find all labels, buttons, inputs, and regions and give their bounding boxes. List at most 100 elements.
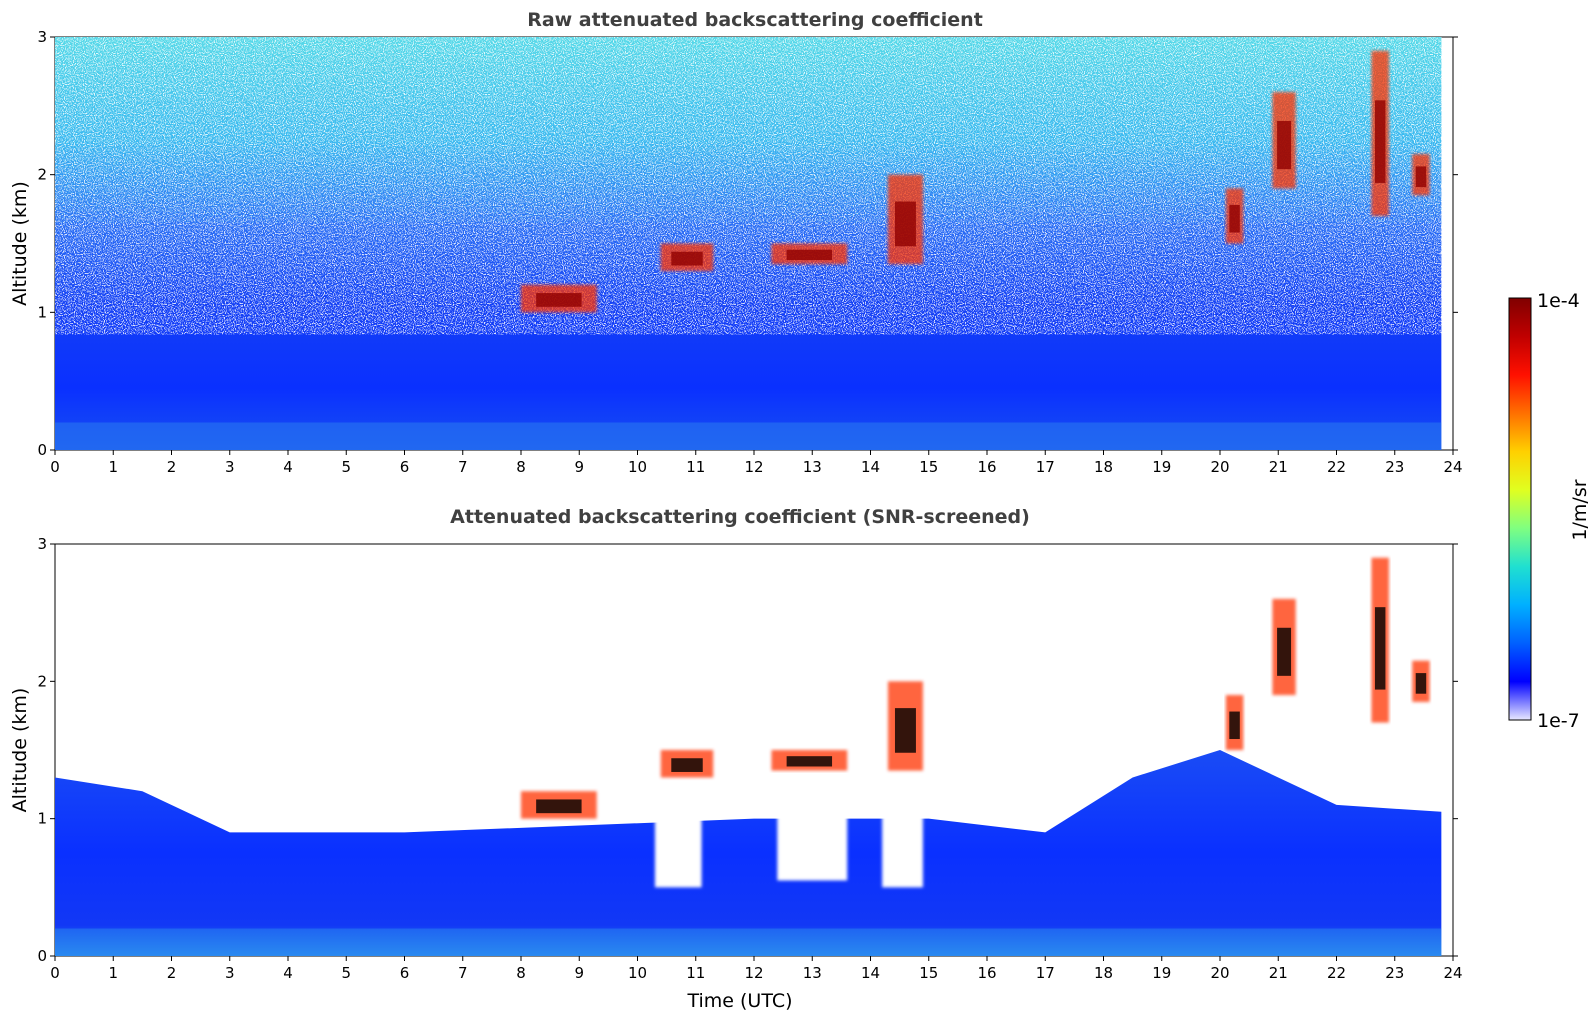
cloud-feature: [1272, 92, 1296, 189]
y-ticks-raw: 0 1 2 3: [37, 28, 1458, 459]
y-tick-label: 0: [37, 441, 47, 459]
cloud-feature: [887, 681, 923, 771]
y-tick-label: 0: [37, 947, 47, 965]
x-ticks-screened: 0 1 2 3 4 5 6 7 8 9 10 11 12 13 14 15 16 17 18 19 20 21 22 23 24: [50, 956, 1463, 982]
screened-gap: [654, 777, 702, 888]
cloud-feature: [1371, 557, 1389, 723]
colorbar-unit-label: 1/m/sr: [1569, 479, 1591, 540]
cloud-feature: [1272, 598, 1296, 696]
screened-backscatter-panel: Attenuated backscattering coefficient (S…: [9, 506, 1463, 1012]
y-tick-label: 1: [37, 303, 47, 321]
cloud-feature: [887, 174, 923, 265]
boundary-layer-region: [55, 750, 1442, 956]
x-tick-label: 4: [283, 458, 293, 476]
x-tick-label: 19: [1152, 964, 1171, 982]
x-tick-label: 19: [1152, 458, 1171, 476]
cloud-feature: [660, 750, 714, 778]
x-tick-label: 5: [341, 458, 351, 476]
x-tick-label: 17: [1036, 964, 1055, 982]
cloud-feature: [1412, 154, 1430, 196]
x-tick-label: 17: [1036, 458, 1055, 476]
cloud-feature: [771, 750, 848, 771]
x-tick-label: 11: [686, 964, 705, 982]
y-axis-label-screened: Altitude (km): [9, 688, 31, 813]
cloud-feature: [521, 284, 597, 313]
raw-backscatter-panel: Raw attenuated backscattering coefficien…: [9, 9, 1463, 476]
y-tick-label: 3: [37, 535, 47, 553]
x-tick-label: 16: [977, 458, 996, 476]
x-tick-label: 15: [919, 458, 938, 476]
x-tick-label: 20: [1210, 964, 1229, 982]
cloud-feature: [1225, 695, 1244, 750]
cloud-feature: [521, 791, 597, 819]
x-tick-label: 14: [861, 458, 880, 476]
y-tick-label: 1: [37, 810, 47, 828]
x-tick-label: 24: [1443, 964, 1462, 982]
x-tick-label: 18: [1094, 458, 1113, 476]
raw-noise-cyan: [55, 37, 1442, 223]
x-tick-label: 10: [628, 964, 647, 982]
x-tick-label: 22: [1327, 964, 1346, 982]
colorbar-gradient: [1508, 297, 1532, 721]
x-tick-label: 24: [1443, 458, 1462, 476]
x-tick-label: 9: [574, 458, 584, 476]
y-tick-label: 2: [37, 166, 47, 184]
x-tick-label: 22: [1327, 458, 1346, 476]
x-tick-label: 3: [225, 964, 235, 982]
y-tick-label: 2: [37, 672, 47, 690]
x-tick-label: 16: [977, 964, 996, 982]
x-tick-label: 23: [1385, 458, 1404, 476]
panel-title-screened: Attenuated backscattering coefficient (S…: [450, 506, 1030, 528]
x-ticks-raw: 0 1 2 3 4 5 6 7 8 9 10 11 12 13 14 15 16 17 18 19 20 21 22 23 24: [50, 450, 1463, 476]
x-tick-label: 10: [628, 458, 647, 476]
y-tick-label: 3: [37, 28, 47, 46]
x-tick-label: 8: [516, 964, 526, 982]
x-tick-label: 6: [400, 458, 410, 476]
x-tick-label: 6: [400, 964, 410, 982]
y-axis-label-raw: Altitude (km): [9, 181, 31, 306]
x-tick-label: 9: [574, 964, 584, 982]
x-tick-label: 7: [458, 964, 468, 982]
x-tick-label: 13: [803, 964, 822, 982]
x-tick-label: 1: [108, 964, 118, 982]
x-tick-label: 12: [744, 458, 763, 476]
x-tick-label: 8: [516, 458, 526, 476]
colorbar-min-label: 1e-7: [1537, 710, 1580, 732]
x-tick-label: 14: [861, 964, 880, 982]
x-tick-label: 21: [1269, 964, 1288, 982]
x-tick-label: 12: [744, 964, 763, 982]
x-tick-label: 5: [341, 964, 351, 982]
panel-title-raw: Raw attenuated backscattering coefficien…: [527, 9, 983, 31]
cloud-feature: [1225, 188, 1244, 244]
surface-layer: [55, 422, 1442, 450]
heatmap-screened: [55, 557, 1442, 956]
x-tick-label: 4: [283, 964, 293, 982]
x-tick-label: 2: [167, 458, 177, 476]
x-tick-label: 20: [1210, 458, 1229, 476]
x-tick-label: 18: [1094, 964, 1113, 982]
x-tick-label: 15: [919, 964, 938, 982]
x-tick-label: 0: [50, 964, 60, 982]
x-tick-label: 2: [167, 964, 177, 982]
x-tick-label: 3: [225, 458, 235, 476]
x-tick-label: 7: [458, 458, 468, 476]
cloud-feature: [1412, 660, 1430, 702]
x-tick-label: 13: [803, 458, 822, 476]
screened-gap: [777, 763, 848, 881]
cloud-feature: [771, 243, 848, 265]
surface-layer: [55, 928, 1442, 956]
x-tick-label: 21: [1269, 458, 1288, 476]
screened-gap: [882, 763, 923, 888]
x-tick-label: 0: [50, 458, 60, 476]
colorbar-max-label: 1e-4: [1537, 290, 1580, 312]
cloud-feature: [1371, 50, 1389, 216]
x-tick-label: 1: [108, 458, 118, 476]
x-axis-label: Time (UTC): [686, 990, 792, 1012]
x-tick-label: 23: [1385, 964, 1404, 982]
colorbar: 1e-4 1e-7 1/m/sr: [1508, 290, 1591, 732]
y-ticks-screened: 0 1 2 3: [37, 535, 1458, 965]
cloud-feature: [660, 243, 714, 272]
x-tick-label: 11: [686, 458, 705, 476]
heatmap-raw: [55, 37, 1442, 450]
